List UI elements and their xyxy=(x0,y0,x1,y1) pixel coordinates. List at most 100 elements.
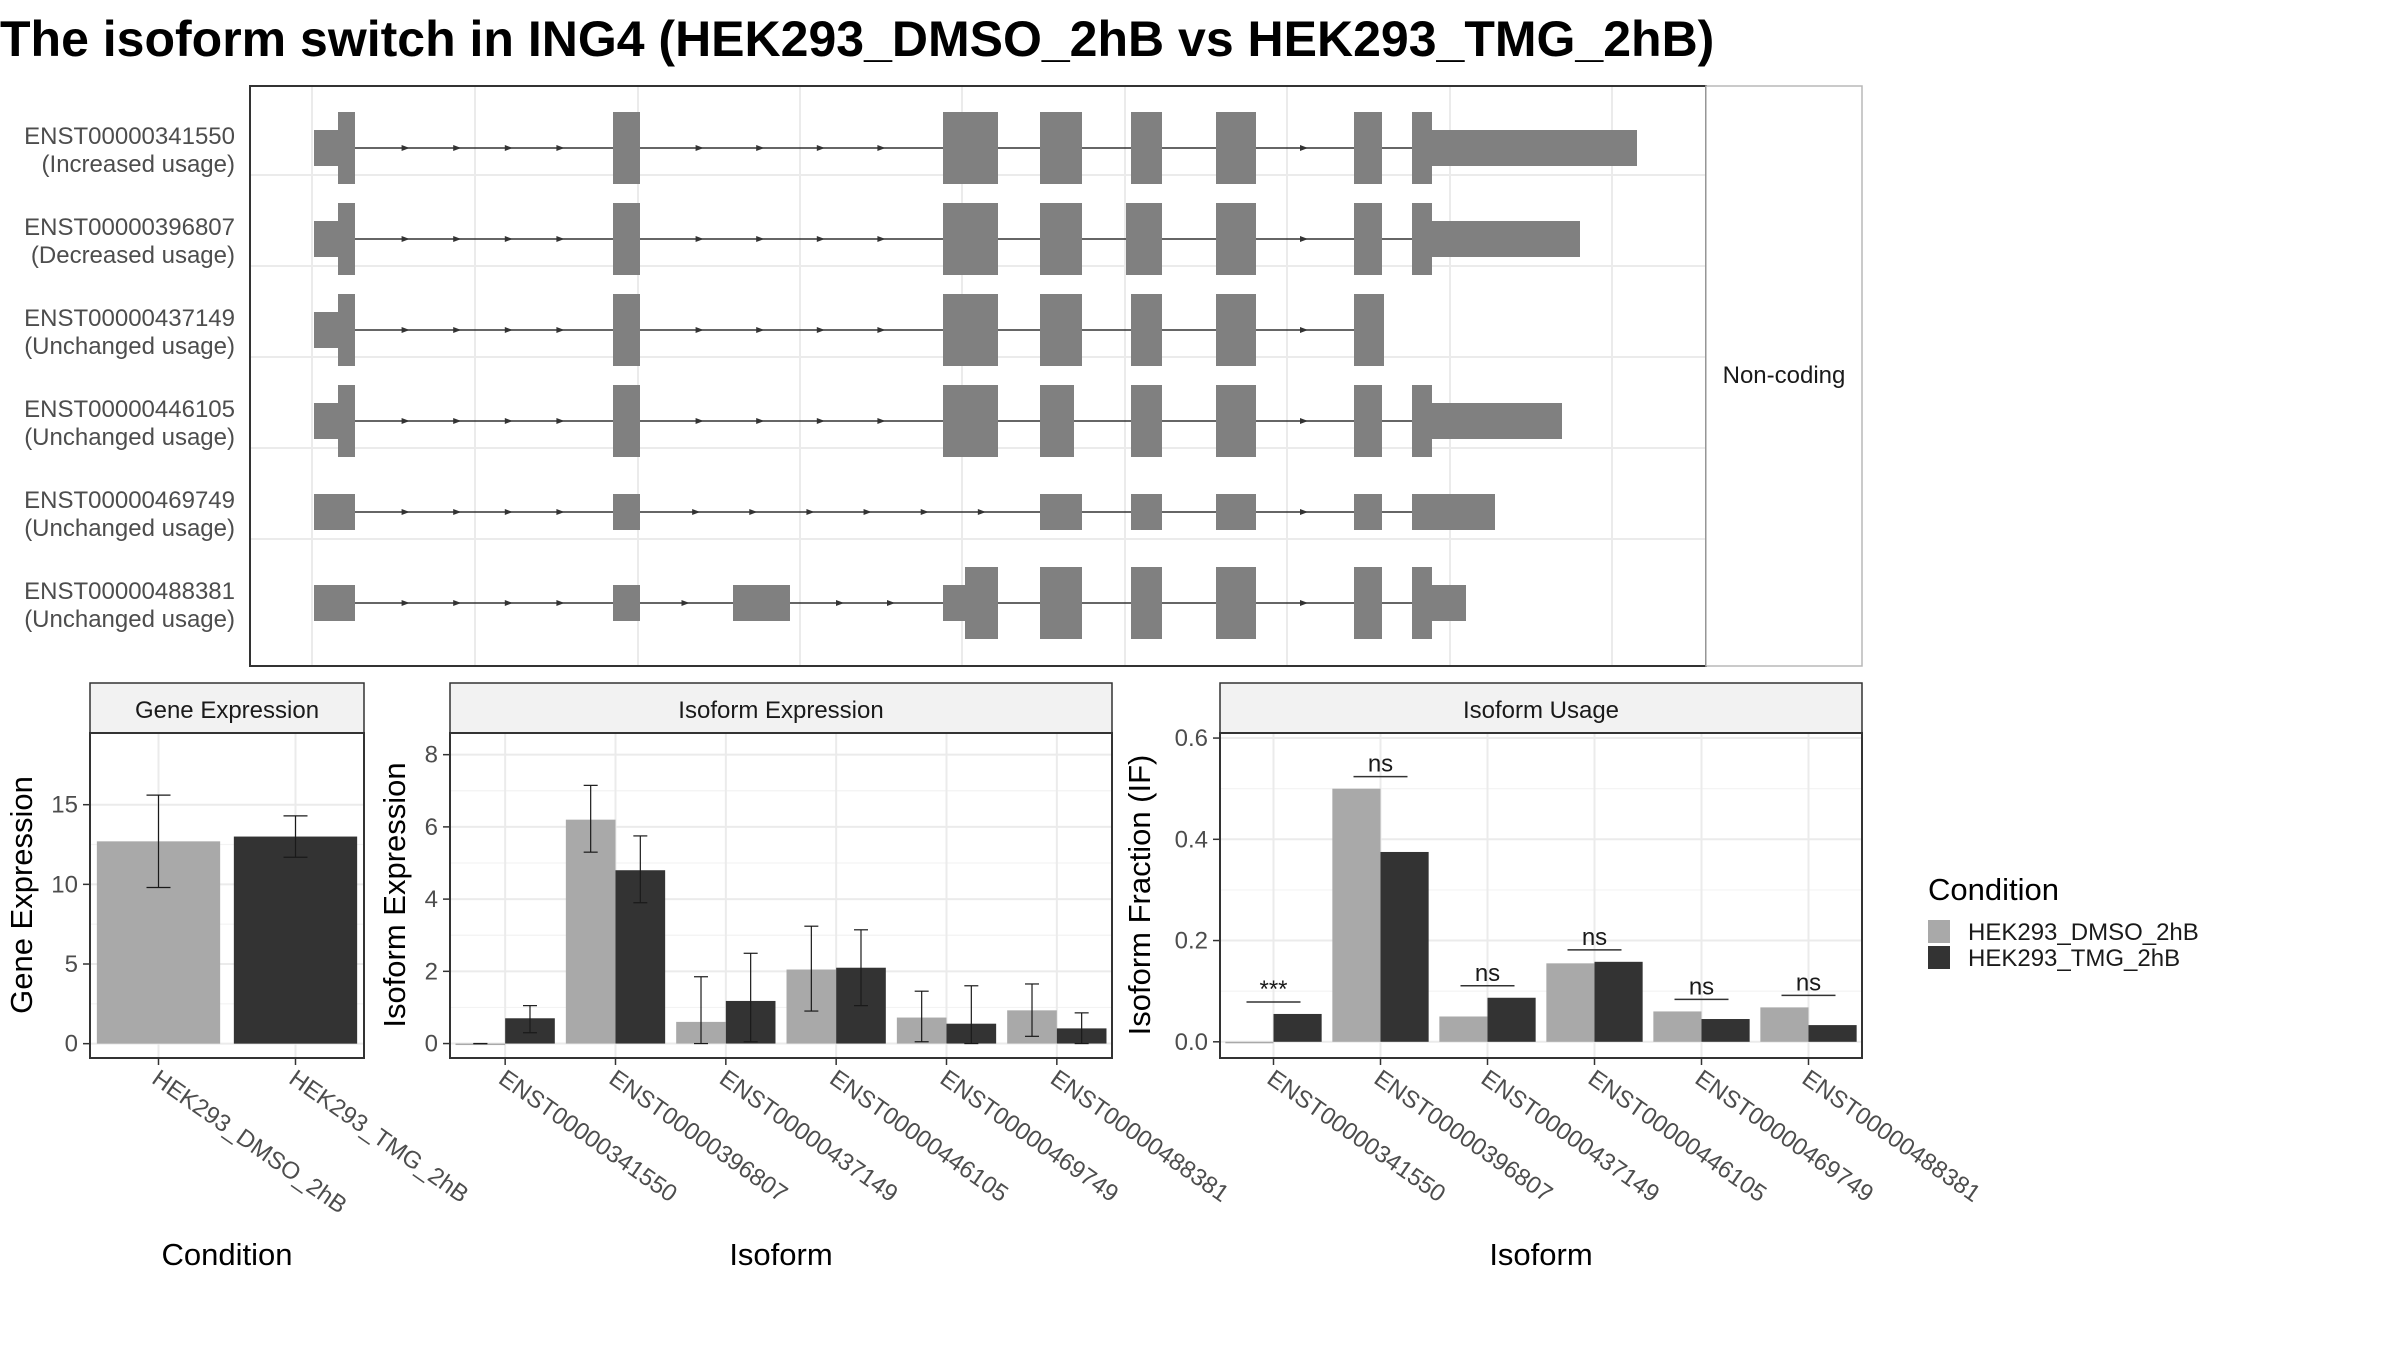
isoform-usage-gridlines xyxy=(1220,733,1862,1058)
isoform-expression-plot-border xyxy=(449,732,1113,1059)
intron-arrow xyxy=(453,509,462,515)
gene-expression-bars xyxy=(96,794,358,1044)
exon xyxy=(1126,203,1162,275)
intron-arrow xyxy=(756,327,765,333)
bar xyxy=(1487,997,1536,1042)
bar xyxy=(233,836,358,1044)
intron-arrow xyxy=(453,145,462,151)
exon xyxy=(1216,567,1256,639)
isoform-usage-x-axis-title: Isoform xyxy=(1489,1237,1592,1272)
exon xyxy=(338,112,355,184)
exon xyxy=(1412,385,1432,457)
intron-arrow xyxy=(877,418,886,424)
isoform-structure-label: ENST00000488381 xyxy=(24,578,235,605)
exon xyxy=(613,585,640,621)
isoform-usage-panel: Isoform Usage *** ns ns ns ns ns 0.0 0.2 0.4 0.6… xyxy=(1122,682,1985,1272)
exon xyxy=(1040,112,1082,184)
intron-arrow xyxy=(836,600,844,606)
exon xyxy=(314,403,338,439)
structure-facet-strip xyxy=(1705,85,1863,667)
exon xyxy=(943,112,998,184)
intron-arrow xyxy=(453,236,462,242)
intron-arrow xyxy=(401,418,410,424)
exon xyxy=(943,203,998,275)
exon xyxy=(1216,294,1256,366)
bar xyxy=(1808,1025,1857,1042)
intron-arrow xyxy=(816,418,825,424)
isoform-structure-row: ENST00000446105(Unchanged usage) xyxy=(24,385,1562,457)
intron-arrow xyxy=(756,236,765,242)
significance-label: *** xyxy=(1259,976,1287,1003)
intron-arrow xyxy=(756,145,765,151)
intron-arrow xyxy=(749,509,758,515)
intron-arrow xyxy=(401,236,410,242)
x-tick-label: ENST00000488381 xyxy=(1045,1065,1233,1208)
exon xyxy=(1432,130,1637,166)
condition-legend: Condition HEK293_DMSO_2hB HEK293_TMG_2hB xyxy=(1928,872,2199,972)
x-tick-label: ENST00000396807 xyxy=(1369,1065,1557,1208)
significance-label: ns xyxy=(1796,969,1821,996)
isoform-structure-label: ENST00000341550 xyxy=(24,123,235,150)
intron-arrow xyxy=(1300,327,1308,333)
isoform-usage-label: (Increased usage) xyxy=(42,151,235,178)
gene-expression-y-axis-title: Gene Expression xyxy=(4,776,39,1014)
isoform-usage-plot-border xyxy=(1219,732,1863,1059)
bar xyxy=(1546,963,1595,1042)
exon xyxy=(1412,203,1432,275)
bar xyxy=(1594,961,1643,1042)
intron-arrow xyxy=(1300,145,1308,151)
exon xyxy=(1131,494,1162,530)
exon xyxy=(338,203,355,275)
legend-label-tmg: HEK293_TMG_2hB xyxy=(1968,945,2180,972)
intron-arrow xyxy=(877,327,886,333)
intron-arrow xyxy=(401,600,410,606)
isoform-expression-panel: Isoform Expression 0 2 4 6 8 ENST00000341550… xyxy=(377,682,1234,1272)
exon xyxy=(1412,494,1495,530)
isoform-usage-y-ticks: 0.0 0.2 0.4 0.6 xyxy=(1175,725,1220,1056)
isoform-structure-row: ENST00000341550(Increased usage) xyxy=(24,112,1637,184)
isoform-structure-label: ENST00000396807 xyxy=(24,214,235,241)
isoform-structure-label: ENST00000437149 xyxy=(24,305,235,332)
isoform-expression-y-axis-title: Isoform Expression xyxy=(377,762,412,1027)
intron-arrow xyxy=(877,236,886,242)
intron-arrow xyxy=(695,327,704,333)
x-tick-label: ENST00000437149 xyxy=(1476,1065,1664,1208)
isoform-expression-strip xyxy=(449,682,1113,734)
exon xyxy=(1131,385,1162,457)
bar xyxy=(1439,1016,1488,1042)
y-tick-label: 8 xyxy=(425,742,438,769)
gene-expression-y-ticks: 0 5 10 15 xyxy=(51,792,90,1058)
intron-arrow xyxy=(401,327,410,333)
intron-arrow xyxy=(695,418,704,424)
exon xyxy=(1131,294,1162,366)
y-tick-label: 0.2 xyxy=(1175,928,1208,955)
intron-arrow xyxy=(816,327,825,333)
exon xyxy=(314,221,338,257)
x-tick-label: ENST00000396807 xyxy=(604,1065,792,1208)
isoform-usage-label: (Unchanged usage) xyxy=(24,515,235,542)
isoform-expression-y-ticks: 0 2 4 6 8 xyxy=(425,742,450,1058)
exon xyxy=(1354,385,1382,457)
exon xyxy=(965,567,998,639)
isoform-usage-y-axis-title: Isoform Fraction (IF) xyxy=(1122,755,1157,1036)
isoform-usage-label: (Unchanged usage) xyxy=(24,333,235,360)
intron-arrow xyxy=(695,145,704,151)
x-tick-label: ENST00000341550 xyxy=(494,1065,682,1208)
exon xyxy=(943,585,965,621)
exon xyxy=(1432,221,1580,257)
intron-arrow xyxy=(453,327,462,333)
x-tick-label: ENST00000341550 xyxy=(1262,1065,1450,1208)
exon xyxy=(1354,294,1384,366)
intron-arrow xyxy=(401,509,410,515)
isoform-usage-label: (Unchanged usage) xyxy=(24,606,235,633)
isoform-usage-strip xyxy=(1219,682,1863,734)
bar xyxy=(1701,1019,1750,1042)
bar xyxy=(1380,851,1429,1042)
significance-label: ns xyxy=(1368,751,1393,778)
isoform-structure-row: ENST00000437149(Unchanged usage) xyxy=(24,294,1384,366)
isoform-usage-strip-title: Isoform Usage xyxy=(1463,697,1619,724)
exon xyxy=(613,294,640,366)
exon xyxy=(1040,385,1074,457)
bar xyxy=(1653,1011,1702,1042)
isoform-structure-row: ENST00000396807(Decreased usage) xyxy=(24,203,1580,275)
